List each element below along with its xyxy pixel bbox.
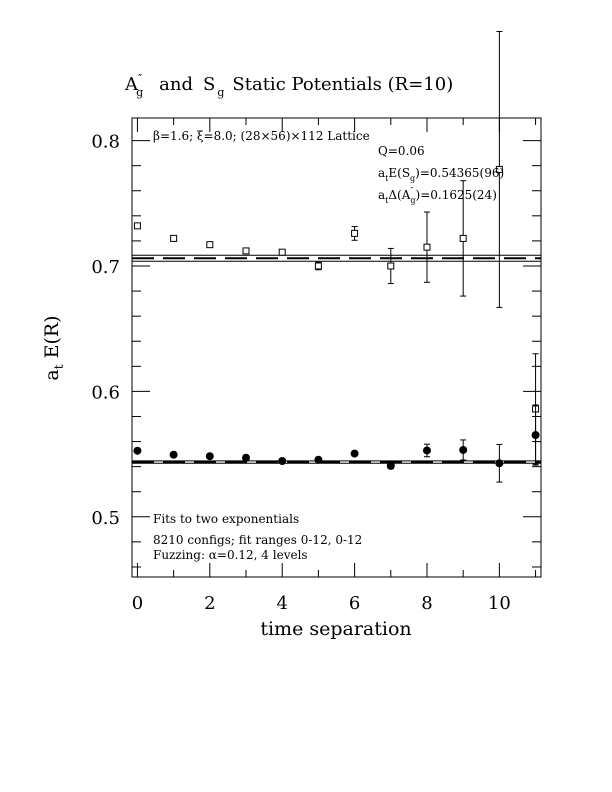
energy-sub2: g: [410, 174, 415, 183]
delta-mid: Δ(A: [388, 188, 410, 202]
y-axis-title: at E(R): [41, 315, 66, 380]
data-point-circle: [531, 431, 540, 440]
y-tick-labels: 0.5 0.6 0.7 0.8: [91, 132, 120, 529]
x-tick-label: 4: [276, 593, 287, 614]
data-point-circle: [459, 445, 468, 454]
configs-annotation: 8210 configs; fit ranges 0-12, 0-12: [153, 533, 362, 547]
x-tick-label: 8: [421, 593, 432, 614]
delta-sup: ″: [410, 186, 413, 195]
data-point-circle: [242, 453, 251, 462]
data-point-circle: [495, 459, 504, 468]
y-tick-label: 0.7: [91, 257, 120, 278]
energy-prefix: a: [378, 166, 385, 180]
data-point-square: [170, 234, 178, 242]
data-point-circle: [169, 450, 178, 459]
delta-sub: t: [385, 196, 389, 205]
data-point-circle: [386, 461, 395, 470]
data-point-square: [206, 241, 214, 249]
delta-value: )=0.1625(24): [416, 188, 497, 202]
delta-sub2: g: [410, 196, 415, 205]
data-point-circle: [278, 456, 287, 465]
data-point-circle: [314, 455, 323, 464]
title-s-sub: g: [217, 86, 224, 99]
data-point-square: [314, 262, 322, 270]
lattice-annotation: β=1.6; ξ=8.0; (28×56)×112 Lattice: [153, 129, 370, 143]
data-point-square: [133, 222, 141, 230]
data-point-square: [351, 229, 359, 237]
delta-annotation: atΔ(A″ g)=0.1625(24): [378, 186, 497, 205]
x-tick-labels: 0 2 4 6 8 10: [132, 593, 511, 614]
x-tick-label: 2: [204, 593, 215, 614]
data-point-circle: [350, 449, 359, 458]
title-s-base: S: [203, 74, 215, 95]
y-title-sub: t: [52, 364, 66, 369]
q-annotation: Q=0.06: [378, 144, 425, 158]
x-axis-title: time separation: [260, 618, 411, 640]
data-point-circle: [133, 446, 142, 455]
energy-value: )=0.54365(96): [415, 166, 504, 180]
fit-bands: [132, 254, 541, 464]
data-point-square: [495, 165, 503, 173]
data-point-square: [387, 262, 395, 270]
fuzzing-annotation: Fuzzing: α=0.12, 4 levels: [153, 548, 308, 562]
title-and: and: [159, 74, 193, 95]
title-rest: Static Potentials (R=10): [232, 74, 453, 95]
title-a-sub: g: [136, 86, 143, 99]
delta-prefix: a: [378, 188, 385, 202]
x-tick-label: 6: [349, 593, 360, 614]
energy-mid: E(S: [388, 166, 410, 180]
data-point-circle: [422, 446, 431, 455]
data-point-square: [278, 248, 286, 256]
fits-annotation: Fits to two exponentials: [153, 512, 299, 526]
x-tick-label: 10: [488, 593, 511, 614]
y-title-rest: E(R): [41, 315, 63, 358]
x-tick-label: 0: [132, 593, 143, 614]
title-a-base: A: [124, 74, 139, 95]
data-point-square: [423, 243, 431, 251]
y-tick-label: 0.6: [91, 382, 120, 403]
data-series: [133, 30, 540, 483]
y-title-base: a: [41, 369, 63, 380]
y-tick-label: 0.8: [91, 132, 120, 153]
data-point-square: [242, 247, 250, 255]
y-tick-label: 0.5: [91, 508, 120, 529]
energy-sub: t: [385, 174, 389, 183]
data-point-square: [459, 234, 467, 242]
data-point-circle: [205, 452, 214, 461]
plot-frame: [131, 117, 542, 578]
energy-annotation: atE(Sg)=0.54365(96): [378, 166, 504, 183]
axis-ticks: [132, 118, 541, 577]
title-a-sup: ″: [138, 72, 142, 85]
